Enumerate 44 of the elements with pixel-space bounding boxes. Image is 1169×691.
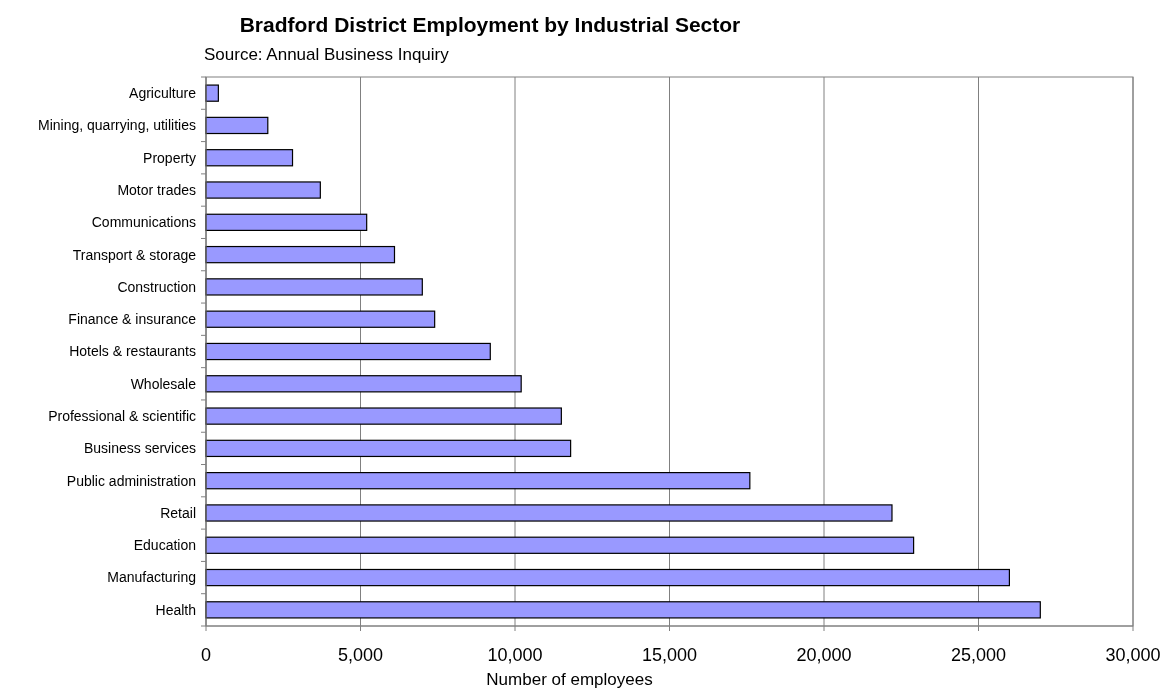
bar [205,407,562,425]
chart-title: Bradford District Employment by Industrial Sector [239,13,741,36]
bar [205,568,1010,587]
bar [205,245,396,264]
bar [205,504,893,522]
x-axis-title: Number of employees [486,670,653,689]
y-tick-label: Construction [117,278,196,295]
bar [205,536,915,554]
bar [205,342,491,361]
bar [205,181,321,199]
bar [205,472,751,490]
y-tick-label: Finance & insurance [68,311,197,328]
x-tick-label: 10,000 [487,645,543,665]
bar [205,601,1041,619]
bar [205,149,294,167]
x-tick-label: 15,000 [641,645,698,665]
bar [205,439,572,458]
y-tick-label: Business services [83,440,196,457]
chart-subtitle: Source: Annual Business Inquiry [204,45,450,64]
bar [205,116,269,135]
y-tick-label: Retail [160,504,196,521]
y-tick-label: Wholesale [130,375,197,392]
x-tick-label: 0 [200,645,212,665]
x-tick-label: 25,000 [950,645,1007,665]
y-tick-label: Public administration [66,472,196,489]
y-tick-label: Agriculture [129,85,197,102]
x-tick-label: 5,000 [337,645,384,665]
bar [205,310,436,328]
y-tick-label: Manufacturing [107,569,196,586]
bar [205,278,423,296]
x-tick-label: 30,000 [1105,645,1161,665]
y-tick-label: Health [155,601,196,618]
x-tick-label: 20,000 [796,645,852,665]
y-tick-label: Education [133,537,196,554]
bar [205,375,522,393]
y-tick-label: Motor trades [117,181,196,198]
y-tick-label: Transport & storage [72,246,197,263]
y-tick-label: Communications [91,214,196,231]
y-tick-label: Mining, quarrying, utilities [38,117,196,134]
y-tick-label: Property [143,149,196,166]
bar [205,213,368,231]
y-tick-label: Hotels & restaurants [69,343,196,360]
bar [205,84,219,102]
y-tick-label: Professional & scientific [48,407,196,424]
